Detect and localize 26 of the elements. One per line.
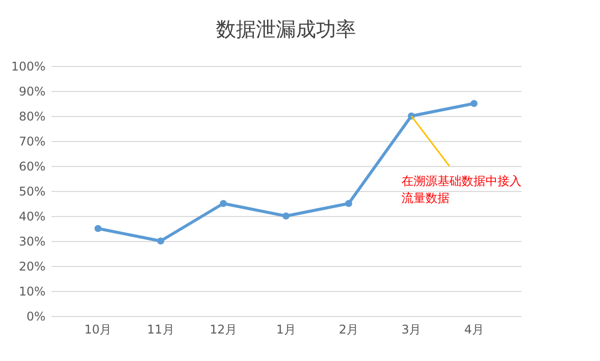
x-tick-label: 4月: [464, 322, 484, 336]
point: [157, 237, 164, 245]
y-tick-label: 60%: [18, 160, 46, 174]
x-tick-label: 1月: [276, 322, 296, 336]
chart-title: 数据泄漏成功率: [216, 17, 356, 41]
y-tick-label: 10%: [18, 284, 46, 298]
point: [94, 224, 102, 232]
y-tick-label: 90%: [18, 84, 46, 98]
y-tick-label: 0%: [26, 310, 46, 324]
y-tick-label: 40%: [18, 210, 46, 224]
y-tick-label: 50%: [18, 184, 46, 198]
point: [345, 200, 352, 208]
x-tick-label: 3月: [402, 322, 422, 336]
x-tick-label: 10月: [84, 322, 112, 336]
point: [470, 100, 478, 108]
x-tick-label: 2月: [338, 322, 358, 336]
y-tick-label: 80%: [18, 110, 46, 124]
y-tick-label: 100%: [11, 60, 46, 74]
point: [220, 200, 227, 208]
y-tick-label: 20%: [18, 260, 46, 274]
y-tick-label: 30%: [18, 234, 46, 248]
annotation: 在溯源基础数据中接入流量数据: [401, 174, 522, 205]
x-tick-label: 11月: [147, 322, 174, 336]
x-tick-label: 12月: [210, 322, 237, 336]
point: [282, 212, 290, 220]
y-tick-label: 70%: [18, 134, 46, 148]
